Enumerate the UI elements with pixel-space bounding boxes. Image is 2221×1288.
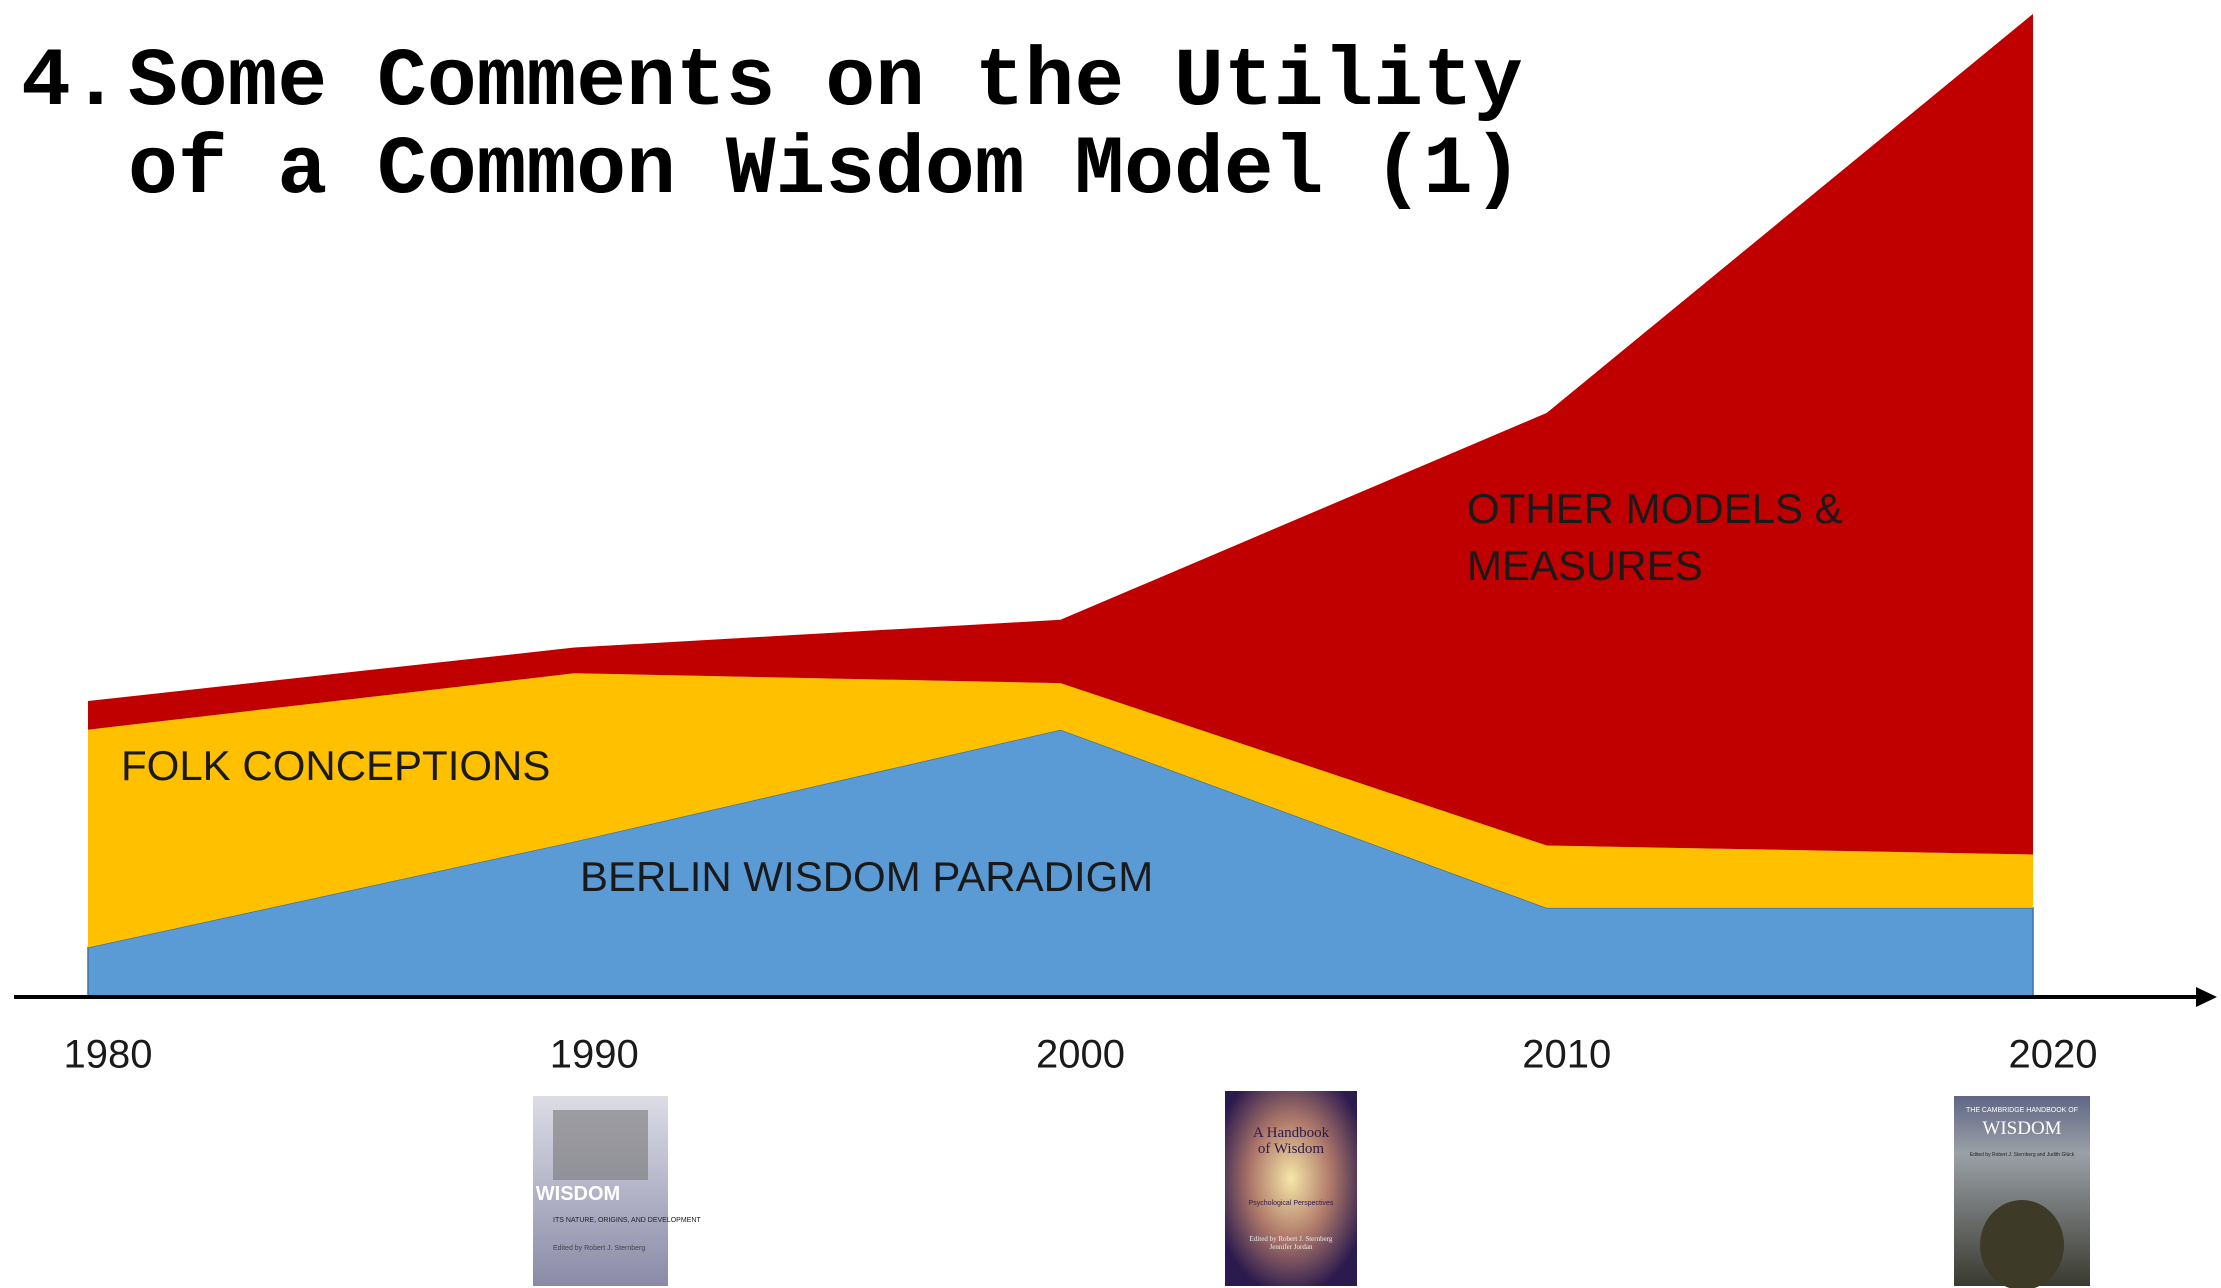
heading-number: 4. [21, 38, 121, 126]
x-tick-label: 1990 [550, 1033, 639, 1077]
x-tick-label: 2010 [1522, 1033, 1611, 1077]
book-cover: WISDOM ITS NATURE, ORIGINS, AND DEVELOPM… [533, 1096, 701, 1286]
cover-statue [1980, 1200, 2064, 1288]
series-label: BERLIN WISDOM PARADIGM [580, 848, 1480, 905]
cover-editor: Edited by Robert J. Sternberg and Judith… [1970, 1152, 2075, 1158]
cover-editor: Edited by Robert J. Sternberg [553, 1245, 645, 1252]
cover-title: A Handbook of Wisdom [1250, 1125, 1332, 1157]
cover-subtitle: Psychological Perspectives [1249, 1200, 1334, 1207]
cover-editor: Edited by Robert J. Sternberg Jennifer J… [1240, 1235, 1342, 1251]
x-tick-label: 2020 [2009, 1033, 2098, 1077]
book-cover: A Handbook of Wisdom Psychological Persp… [1225, 1091, 1357, 1286]
cover-title: WISDOM [1982, 1118, 2061, 1139]
series-label: OTHER MODELS & MEASURES [1467, 480, 1867, 594]
axis-arrow [2196, 987, 2217, 1007]
x-tick-label: 2000 [1036, 1033, 1125, 1077]
cover-title: WISDOM [536, 1183, 620, 1205]
cover-subtitle: THE CAMBRIDGE HANDBOOK OF [1966, 1107, 2078, 1114]
x-tick-label: 1980 [64, 1033, 153, 1077]
heading-title: Some Comments on the Utility of a Common… [128, 38, 1608, 214]
cover-subtitle: ITS NATURE, ORIGINS, AND DEVELOPMENT [553, 1217, 701, 1224]
cover-art [553, 1110, 648, 1180]
series-label: FOLK CONCEPTIONS [121, 737, 1021, 794]
slide: 1980 1990 2000 2010 2020 WISDOM ITS NATURE, … [0, 0, 2221, 1288]
book-cover: THE CAMBRIDGE HANDBOOK OF WISDOM Edited … [1954, 1096, 2090, 1288]
